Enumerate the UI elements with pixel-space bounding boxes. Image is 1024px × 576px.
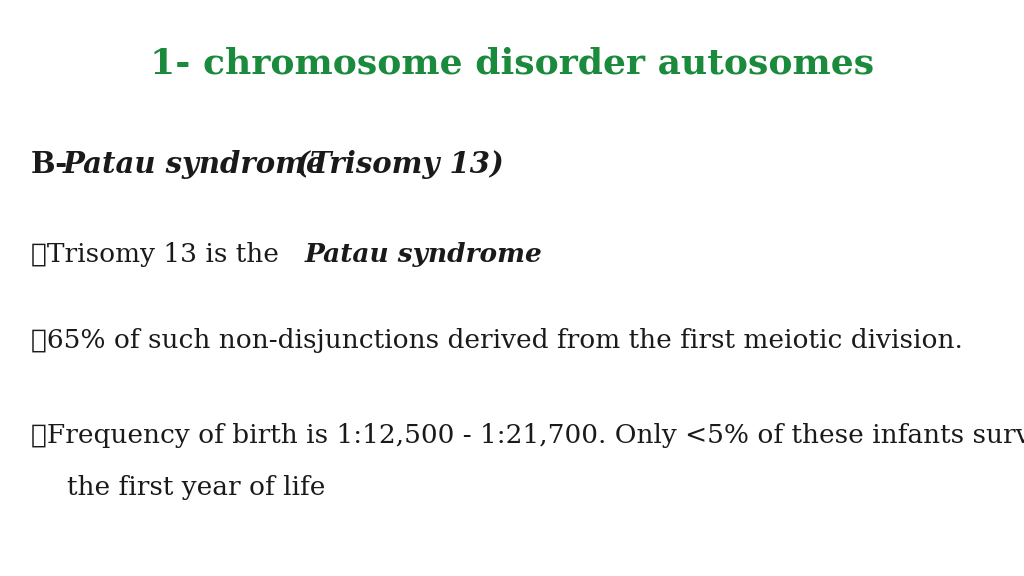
Text: ➤Frequency of birth is 1:12,500 - 1:21,700. Only <5% of these infants survive: ➤Frequency of birth is 1:12,500 - 1:21,7… [31, 423, 1024, 448]
Text: .: . [506, 242, 515, 267]
Text: (Trisomy 13): (Trisomy 13) [286, 150, 504, 179]
Text: Patau syndrome: Patau syndrome [62, 150, 325, 179]
Text: the first year of life: the first year of life [67, 475, 325, 500]
Text: Patau syndrome: Patau syndrome [304, 242, 543, 267]
Text: ➤Trisomy 13 is the: ➤Trisomy 13 is the [31, 242, 287, 267]
Text: B-: B- [31, 150, 68, 179]
Text: ➤65% of such non-disjunctions derived from the first meiotic division.: ➤65% of such non-disjunctions derived fr… [31, 328, 963, 353]
Text: 1- chromosome disorder autosomes: 1- chromosome disorder autosomes [150, 46, 874, 80]
